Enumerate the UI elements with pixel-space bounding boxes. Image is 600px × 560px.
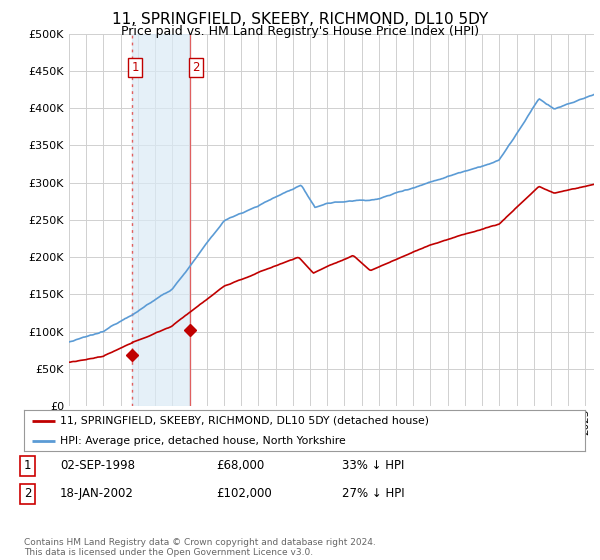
Text: 11, SPRINGFIELD, SKEEBY, RICHMOND, DL10 5DY: 11, SPRINGFIELD, SKEEBY, RICHMOND, DL10 … [112, 12, 488, 27]
Bar [132, 34, 190, 406]
Text: 02-SEP-1998: 02-SEP-1998 [60, 459, 135, 473]
Text: 18-JAN-2002: 18-JAN-2002 [60, 487, 134, 501]
Text: 2: 2 [24, 487, 32, 501]
Text: Contains HM Land Registry data © Crown copyright and database right 2024.
This d: Contains HM Land Registry data © Crown c… [24, 538, 376, 557]
Text: Price paid vs. HM Land Registry's House Price Index (HPI): Price paid vs. HM Land Registry's House … [121, 25, 479, 38]
Text: 27% ↓ HPI: 27% ↓ HPI [342, 487, 404, 501]
Text: 11, SPRINGFIELD, SKEEBY, RICHMOND, DL10 5DY (detached house): 11, SPRINGFIELD, SKEEBY, RICHMOND, DL10 … [61, 416, 430, 426]
Text: £102,000: £102,000 [216, 487, 272, 501]
Text: £68,000: £68,000 [216, 459, 264, 473]
Text: 2: 2 [192, 60, 200, 73]
Text: 1: 1 [24, 459, 32, 473]
Text: 33% ↓ HPI: 33% ↓ HPI [342, 459, 404, 473]
Text: HPI: Average price, detached house, North Yorkshire: HPI: Average price, detached house, Nort… [61, 436, 346, 446]
Text: 1: 1 [131, 60, 139, 73]
